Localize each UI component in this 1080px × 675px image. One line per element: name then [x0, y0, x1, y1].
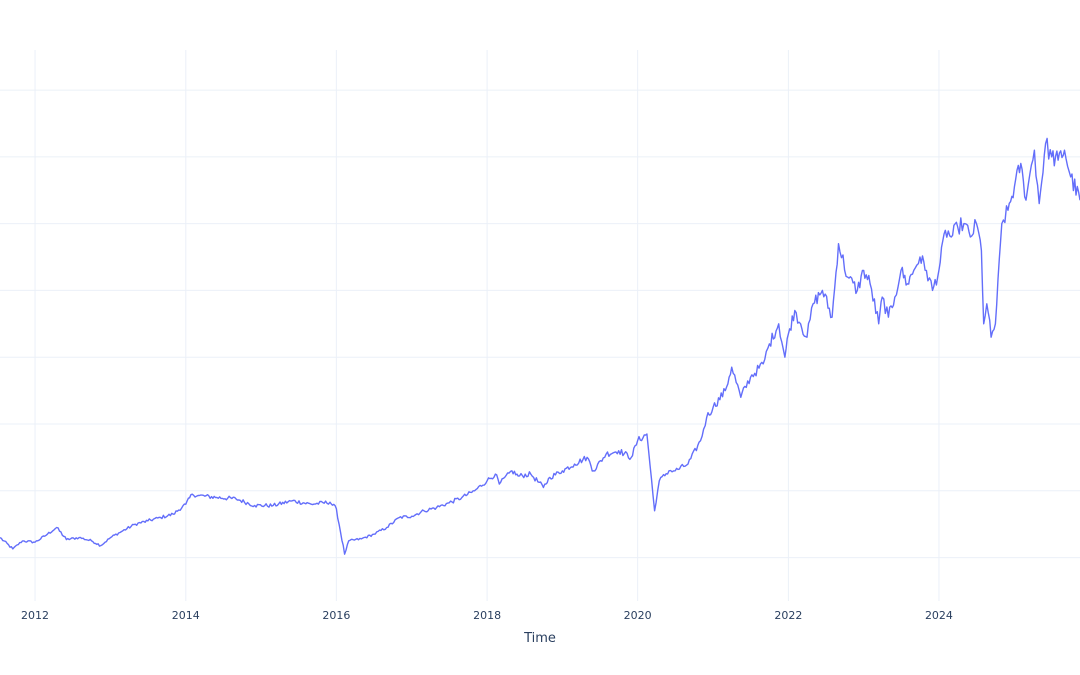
- x-axis-title: Time: [523, 631, 556, 646]
- x-tick-label: 2018: [473, 609, 501, 622]
- x-tick-label: 2014: [172, 609, 200, 622]
- x-tick-label: 2024: [925, 609, 953, 622]
- grid: [0, 50, 1080, 601]
- x-tick-label: 2012: [21, 609, 49, 622]
- x-tick-label: 2022: [774, 609, 802, 622]
- series-layer: [0, 137, 1080, 555]
- x-tick-label: 2020: [624, 609, 652, 622]
- x-tick-label: 2016: [322, 609, 350, 622]
- x-axis-ticks: 2012 2014 2016 2018 2020 2022 2024: [21, 609, 953, 622]
- series-line: [0, 137, 1080, 555]
